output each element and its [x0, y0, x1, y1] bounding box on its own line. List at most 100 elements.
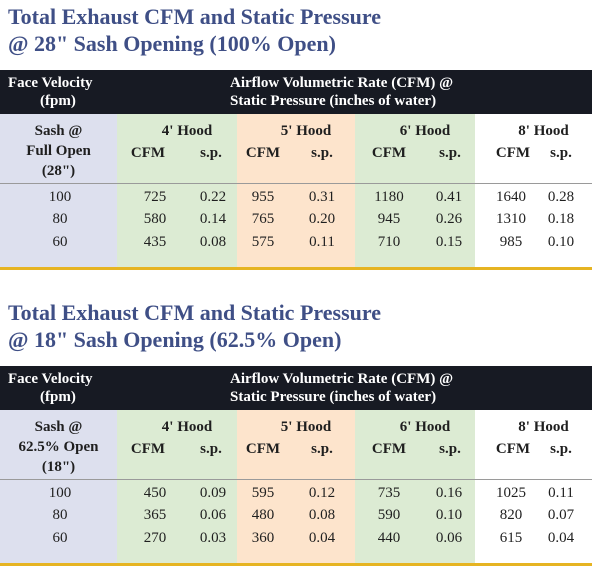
- table-cell-value: 735: [377, 485, 401, 501]
- table-cell-value: 1025: [496, 485, 526, 501]
- table-cell-value: 580: [143, 211, 167, 227]
- table-title-line2: @ 18" Sash Opening (62.5% Open): [8, 327, 342, 352]
- table-cell-value: 0.08: [308, 507, 336, 523]
- table-cell-value: 615: [499, 530, 523, 546]
- table-cell-value: 1640: [496, 189, 526, 205]
- table-cell-value: 575: [251, 234, 275, 250]
- table-row-velocity: 100: [48, 485, 72, 501]
- cfm-subheader: CFM: [371, 441, 407, 457]
- header-divider: [0, 183, 592, 184]
- table-title-line1: Total Exhaust CFM and Static Pressure: [8, 4, 382, 29]
- table-cell-value: 0.22: [199, 189, 227, 205]
- sp-subheader: s.p.: [311, 145, 333, 161]
- table-cell-value: 270: [143, 530, 167, 546]
- sp-subheader: s.p.: [550, 441, 572, 457]
- table-cell-value: 0.10: [435, 507, 463, 523]
- table-row-velocity: 100: [48, 189, 72, 205]
- table-cell-value: 0.14: [199, 211, 227, 227]
- sp-subheader: s.p.: [439, 441, 461, 457]
- sp-subheader: s.p.: [311, 441, 333, 457]
- table-cell-value: 0.41: [435, 189, 463, 205]
- cfm-subheader: CFM: [495, 441, 531, 457]
- table-cell-value: 0.28: [547, 189, 575, 205]
- header-divider: [0, 479, 592, 480]
- bottom-gold-rule: [0, 267, 592, 270]
- header-face-velocity-unit: (fpm): [40, 389, 76, 405]
- table-cell-value: 0.11: [548, 485, 574, 501]
- table-cell-value: 1180: [374, 189, 404, 205]
- table-cell-value: 0.20: [308, 211, 336, 227]
- sp-subheader: s.p.: [200, 441, 222, 457]
- table-cell-value: 595: [251, 485, 275, 501]
- cfm-subheader: CFM: [130, 441, 166, 457]
- sash-label-line3: (18"): [41, 459, 76, 475]
- cfm-subheader: CFM: [130, 145, 166, 161]
- header-static-pressure: Static Pressure (inches of water): [230, 389, 437, 405]
- table-cell-value: 710: [377, 234, 401, 250]
- hood-header: 8' Hood: [518, 123, 569, 139]
- sash-column-band: [0, 410, 117, 564]
- table-cell-value: 1310: [496, 211, 526, 227]
- sash-column-band: [0, 114, 117, 268]
- sp-subheader: s.p.: [550, 145, 572, 161]
- hood-5-column-band: [237, 114, 355, 268]
- table-cell-value: 590: [377, 507, 401, 523]
- cfm-subheader: CFM: [371, 145, 407, 161]
- table-cell-value: 0.06: [199, 507, 227, 523]
- table-row-velocity: 60: [52, 530, 68, 546]
- table-cell-value: 0.10: [547, 234, 575, 250]
- table-cell-value: 985: [499, 234, 523, 250]
- header-airflow: Airflow Volumetric Rate (CFM) @: [230, 75, 454, 91]
- table-cell-value: 765: [251, 211, 275, 227]
- header-face-velocity: Face Velocity: [8, 371, 93, 387]
- table-cell-value: 450: [143, 485, 167, 501]
- header-face-velocity: Face Velocity: [8, 75, 93, 91]
- sp-subheader: s.p.: [439, 145, 461, 161]
- table-cell-value: 0.09: [199, 485, 227, 501]
- table-cell-value: 955: [251, 189, 275, 205]
- sash-label-line2: 62.5% Open: [18, 439, 99, 455]
- table-cell-value: 0.26: [435, 211, 463, 227]
- sash-label-line1: Sash @: [34, 419, 83, 435]
- hood-header: 4' Hood: [161, 419, 213, 435]
- table-cell-value: 0.18: [547, 211, 575, 227]
- table-cell-value: 0.08: [199, 234, 227, 250]
- table-cell-value: 0.04: [547, 530, 575, 546]
- hood-5-column-band: [237, 410, 355, 564]
- hood-header: 5' Hood: [280, 419, 332, 435]
- hood-header: 5' Hood: [280, 123, 332, 139]
- header-face-velocity-unit: (fpm): [40, 93, 76, 109]
- table-header-bar: Face Velocity (fpm) Airflow Volumetric Rat…: [0, 366, 592, 410]
- table-cell-value: 0.15: [435, 234, 463, 250]
- table-cell-value: 480: [251, 507, 275, 523]
- table-cell-value: 0.16: [435, 485, 463, 501]
- table-cell-value: 0.03: [199, 530, 227, 546]
- table-title-line2: @ 28" Sash Opening (100% Open): [8, 31, 336, 56]
- cfm-subheader: CFM: [245, 145, 281, 161]
- hood-6-column-band: [355, 114, 475, 268]
- table-cell-value: 0.12: [308, 485, 336, 501]
- table-cell-value: 0.06: [435, 530, 463, 546]
- hood-header: 4' Hood: [161, 123, 213, 139]
- hood-header: 6' Hood: [399, 419, 451, 435]
- table-row-velocity: 80: [52, 507, 68, 523]
- table-cell-value: 820: [499, 507, 523, 523]
- sash-label-line3: (28"): [41, 163, 76, 179]
- table-row-velocity: 60: [52, 234, 68, 250]
- table-row-velocity: 80: [52, 211, 68, 227]
- hood-6-column-band: [355, 410, 475, 564]
- table-cell-value: 365: [143, 507, 167, 523]
- hood-4-column-band: [117, 410, 237, 564]
- hood-header: 8' Hood: [518, 419, 569, 435]
- table-header-bar: Face Velocity (fpm) Airflow Volumetric Rat…: [0, 70, 592, 114]
- sash-label-line2: Full Open: [26, 143, 91, 159]
- sp-subheader: s.p.: [200, 145, 222, 161]
- table-cell-value: 435: [143, 234, 167, 250]
- table-cell-value: 945: [377, 211, 401, 227]
- header-static-pressure: Static Pressure (inches of water): [230, 93, 437, 109]
- cfm-subheader: CFM: [495, 145, 531, 161]
- table-cell-value: 0.07: [547, 507, 575, 523]
- table-cell-value: 0.04: [308, 530, 336, 546]
- sash-label-line1: Sash @: [34, 123, 83, 139]
- hood-header: 6' Hood: [399, 123, 451, 139]
